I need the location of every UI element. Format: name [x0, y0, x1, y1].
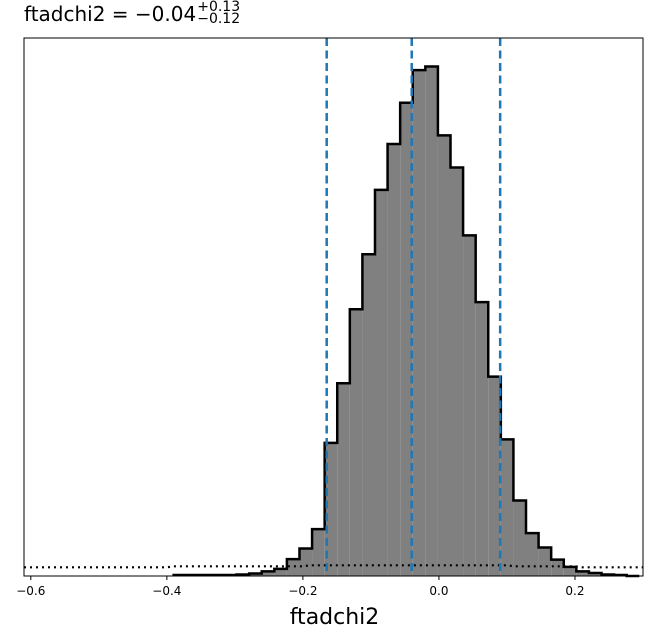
histogram-bar	[374, 189, 388, 576]
title-minus-error: −0.12	[197, 10, 241, 27]
histogram-bar	[538, 547, 552, 576]
histogram-bar	[349, 309, 363, 576]
title-param: ftadchi2	[24, 2, 106, 26]
histogram-bar	[400, 102, 413, 576]
histogram-bar	[312, 529, 325, 576]
histogram-bar	[588, 572, 602, 576]
histogram-bar	[526, 533, 539, 576]
histogram-bar	[513, 500, 527, 576]
histogram-bar	[286, 559, 300, 576]
histogram-bar	[362, 254, 375, 576]
histogram-bar	[299, 548, 313, 576]
histogram-bar	[337, 383, 350, 576]
histogram-bar	[576, 571, 589, 576]
x-tick-label: −0.6	[16, 584, 45, 598]
histogram-bar	[387, 144, 401, 576]
x-tick-label: −0.4	[152, 584, 181, 598]
histogram-bar	[261, 571, 275, 576]
plot-area	[24, 38, 643, 578]
histogram-bar	[488, 376, 501, 576]
x-tick-label: −0.2	[288, 584, 317, 598]
histogram-bar	[563, 566, 577, 576]
chart-title: ftadchi2 = −0.04 +0.13 −0.12	[24, 0, 241, 27]
histogram-bar	[412, 70, 426, 576]
prior-line	[24, 564, 643, 569]
histogram-bar	[437, 135, 451, 577]
title-plus-error: +0.13	[197, 0, 241, 15]
histogram-bar	[249, 573, 262, 576]
x-axis-ticks: −0.6 −0.4 −0.2 0.0 0.2	[16, 576, 585, 598]
title-errors: +0.13 −0.12	[197, 0, 241, 27]
x-tick-label: 0.0	[429, 584, 448, 598]
x-axis-label: ftadchi2	[290, 605, 380, 630]
histogram-bar	[274, 568, 287, 576]
x-tick-label: 0.2	[565, 584, 584, 598]
histogram-bar	[425, 66, 438, 576]
title-median: −0.04	[134, 2, 197, 26]
axes-frame	[23, 37, 644, 577]
histogram-bar	[475, 302, 489, 576]
histogram-bar	[500, 439, 514, 576]
histogram-bar	[450, 167, 464, 577]
histogram-bar	[551, 559, 564, 576]
histogram-bar	[463, 235, 476, 576]
